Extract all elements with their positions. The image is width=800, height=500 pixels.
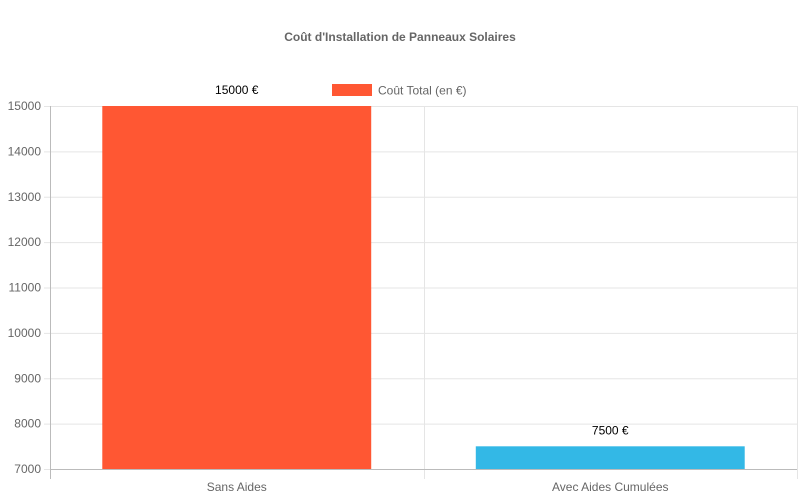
y-tick-label: 13000 xyxy=(8,190,42,204)
bars-layer xyxy=(102,106,745,469)
labels-layer: 15000 € Sans Aides 7500 € Avec Aides Cumulé… xyxy=(207,83,669,494)
x-tick-label: Avec Aides Cumulées xyxy=(552,480,669,494)
legend-label: Coût Total (en €) xyxy=(378,84,467,98)
data-label: 7500 € xyxy=(592,423,629,437)
bar[interactable] xyxy=(475,446,745,469)
legend-swatch xyxy=(332,84,372,96)
y-tick-label: 11000 xyxy=(9,281,42,295)
data-label: 15000 € xyxy=(215,83,259,97)
y-tick-label: 12000 xyxy=(8,235,42,249)
x-tick-label: Sans Aides xyxy=(207,480,267,494)
y-tick-label: 7000 xyxy=(14,462,41,476)
y-tick-label: 9000 xyxy=(14,371,41,385)
chart-title: Coût d'Installation de Panneaux Solaires xyxy=(284,30,516,44)
y-tick-label: 8000 xyxy=(14,417,41,431)
y-tick-label: 15000 xyxy=(8,99,42,113)
y-tick-label: 14000 xyxy=(8,144,42,158)
bar[interactable] xyxy=(102,106,372,469)
y-tick-label: 10000 xyxy=(8,326,42,340)
legend[interactable]: Coût Total (en €) xyxy=(332,84,467,98)
